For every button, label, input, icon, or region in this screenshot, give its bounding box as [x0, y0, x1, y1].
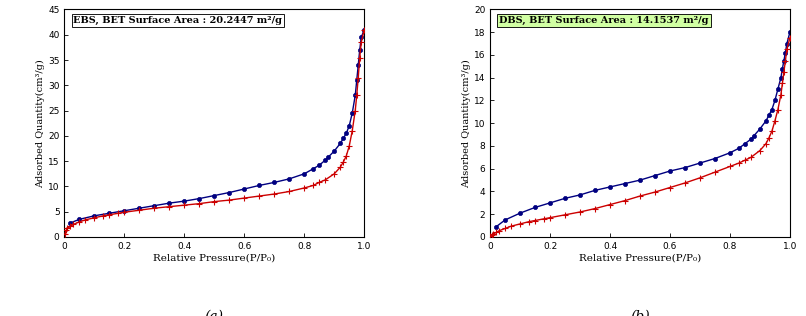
Y-axis label: Adsorbed Quantity(cm³/g): Adsorbed Quantity(cm³/g)	[462, 59, 471, 188]
Text: (a): (a)	[205, 310, 224, 316]
Text: DBS, BET Surface Area : 14.1537 m²/g: DBS, BET Surface Area : 14.1537 m²/g	[499, 16, 708, 25]
Text: (b): (b)	[630, 310, 650, 316]
Y-axis label: Adsorbed Quantity(cm³/g): Adsorbed Quantity(cm³/g)	[36, 59, 45, 188]
X-axis label: Relative Pressure(P/P₀): Relative Pressure(P/P₀)	[153, 254, 276, 263]
X-axis label: Relative Pressure(P/P₀): Relative Pressure(P/P₀)	[579, 254, 701, 263]
Text: EBS, BET Surface Area : 20.2447 m²/g: EBS, BET Surface Area : 20.2447 m²/g	[73, 16, 282, 25]
